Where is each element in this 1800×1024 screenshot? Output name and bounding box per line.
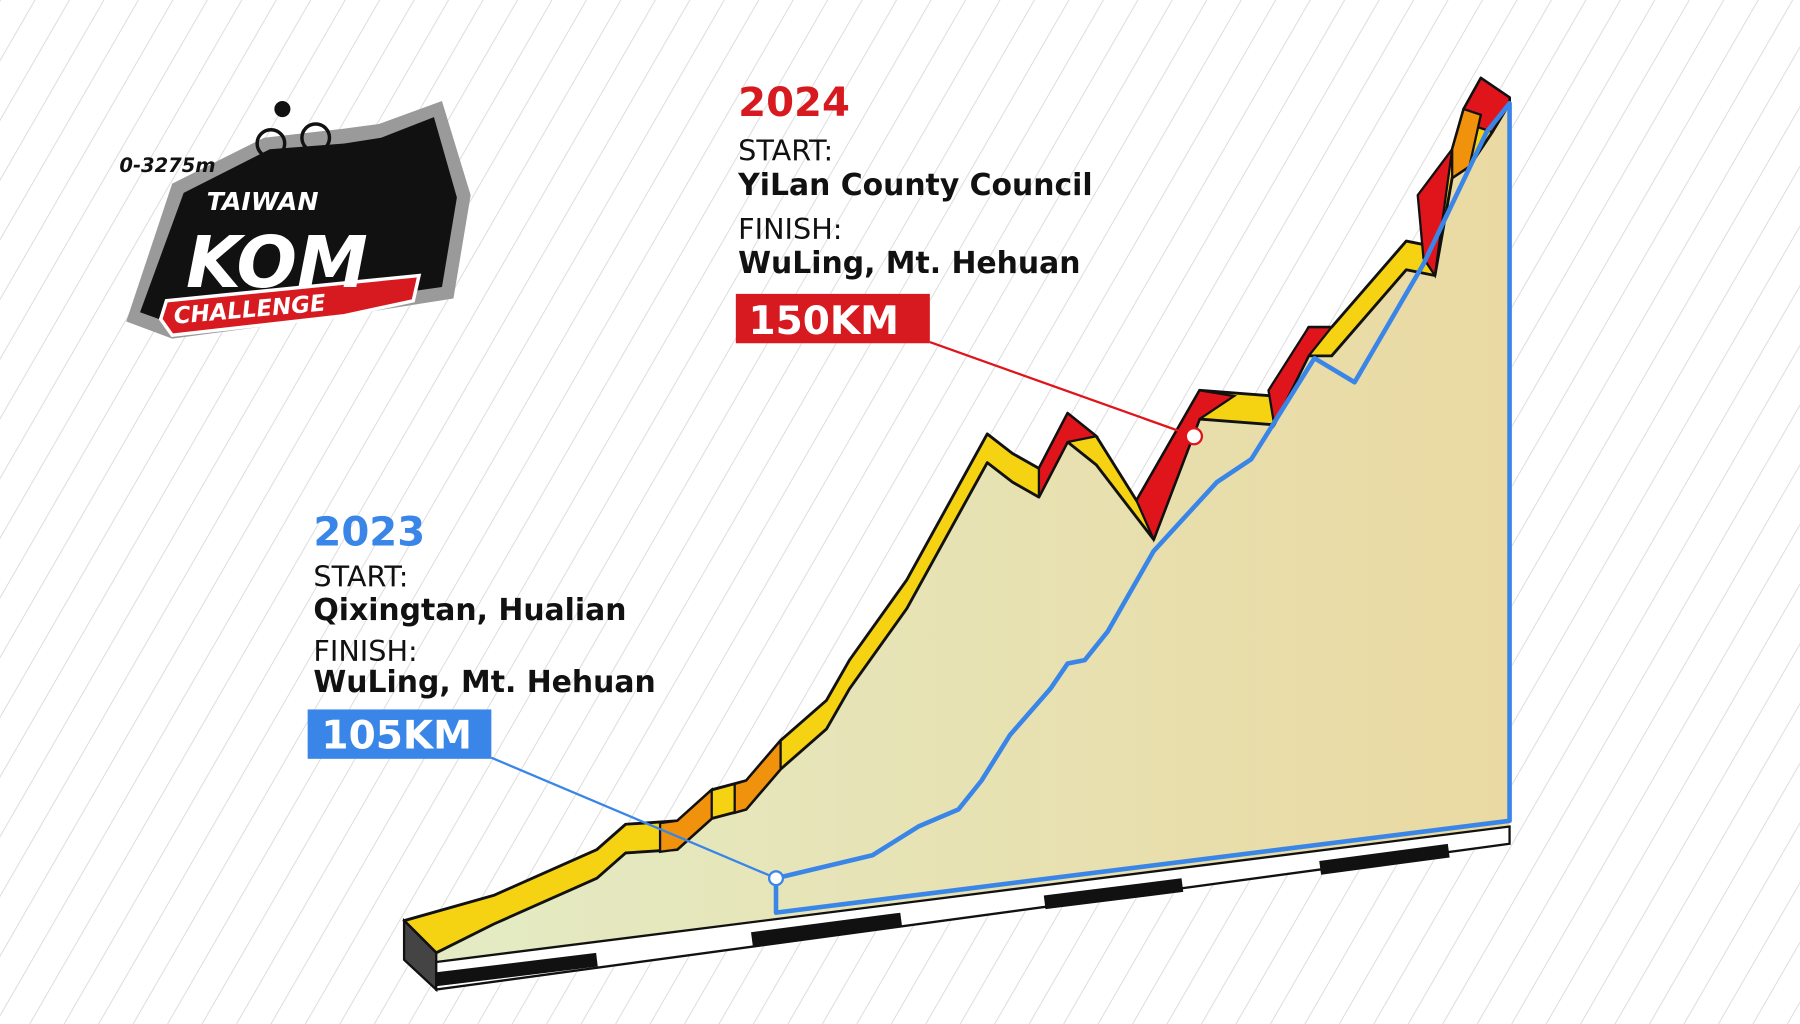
logo-title-main: KOM: [186, 221, 368, 304]
logo: 0-3275m TAIWAN KOM CHALLENGE: [119, 101, 471, 339]
start-location: Qixingtan, Hualian: [313, 593, 626, 628]
callout-line: [490, 756, 777, 880]
base-strip: [435, 825, 1511, 991]
distance-badge: [735, 293, 930, 344]
year: 2024: [738, 80, 850, 126]
finish-label: FINISH:: [313, 634, 417, 668]
ribbon-red: [1037, 411, 1099, 498]
ribbon-red: [1267, 326, 1335, 429]
start-marker: [767, 870, 785, 887]
route-2023: [773, 101, 1512, 915]
finish-location: WuLing, Mt. Hehuan: [738, 246, 1080, 281]
callout-line: [929, 341, 1195, 438]
base-dashes: [435, 843, 1450, 987]
logo-title-top: TAIWAN: [207, 187, 319, 216]
start-location: YiLan County Council: [737, 168, 1093, 203]
start-label: START:: [313, 560, 408, 594]
distance-badge: [307, 709, 492, 759]
ribbon-red: [1416, 145, 1454, 279]
start-label: START:: [738, 134, 833, 168]
finish-location: WuLing, Mt. Hehuan: [313, 665, 655, 700]
ribbon-red: [1135, 389, 1238, 543]
year: 2023: [313, 509, 425, 555]
start-marker: [1184, 427, 1204, 446]
finish-label: FINISH:: [738, 212, 842, 246]
logo-distance: 0-3275m: [119, 154, 215, 177]
distance: 105KM: [321, 713, 471, 758]
ribbon-orange: [733, 737, 782, 815]
elevation-area: [436, 103, 1510, 963]
ribbon-orange: [658, 787, 713, 854]
ribbon-orange: [1451, 107, 1483, 181]
distance: 150KM: [748, 299, 898, 344]
